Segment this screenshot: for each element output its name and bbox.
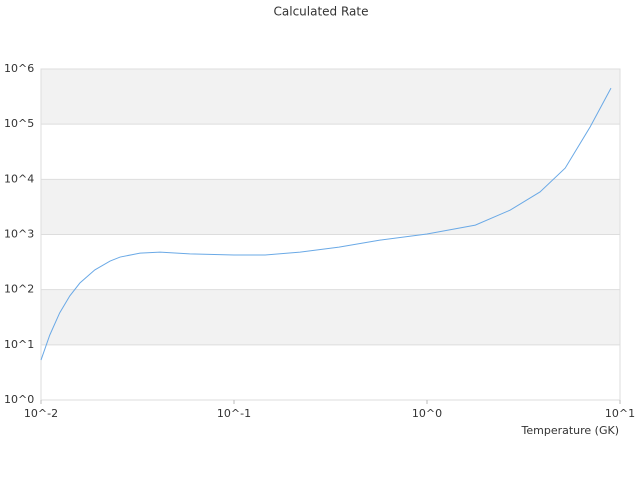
- grid-band: [41, 289, 620, 345]
- y-tick-label: 10^0: [4, 393, 34, 406]
- chart-title: Calculated Rate: [274, 5, 369, 19]
- x-axis-label: Temperature (GK): [521, 424, 620, 437]
- x-tick-label: 10^1: [605, 407, 635, 420]
- y-tick-label: 10^1: [4, 338, 34, 351]
- plot-border: [40, 68, 621, 401]
- y-tick-label: 10^3: [4, 228, 34, 241]
- y-tick-label: 10^5: [4, 117, 34, 130]
- y-tick-label: 10^6: [4, 62, 34, 75]
- y-tick-label: 10^2: [4, 283, 34, 296]
- x-tick-label: 10^-2: [24, 407, 58, 420]
- x-tick-label: 10^0: [412, 407, 442, 420]
- y-tick-label: 10^4: [4, 172, 34, 185]
- data-line: [40, 87, 612, 361]
- grid-band: [41, 179, 620, 235]
- x-tick-label: 10^-1: [217, 407, 251, 420]
- grid-band: [41, 69, 620, 125]
